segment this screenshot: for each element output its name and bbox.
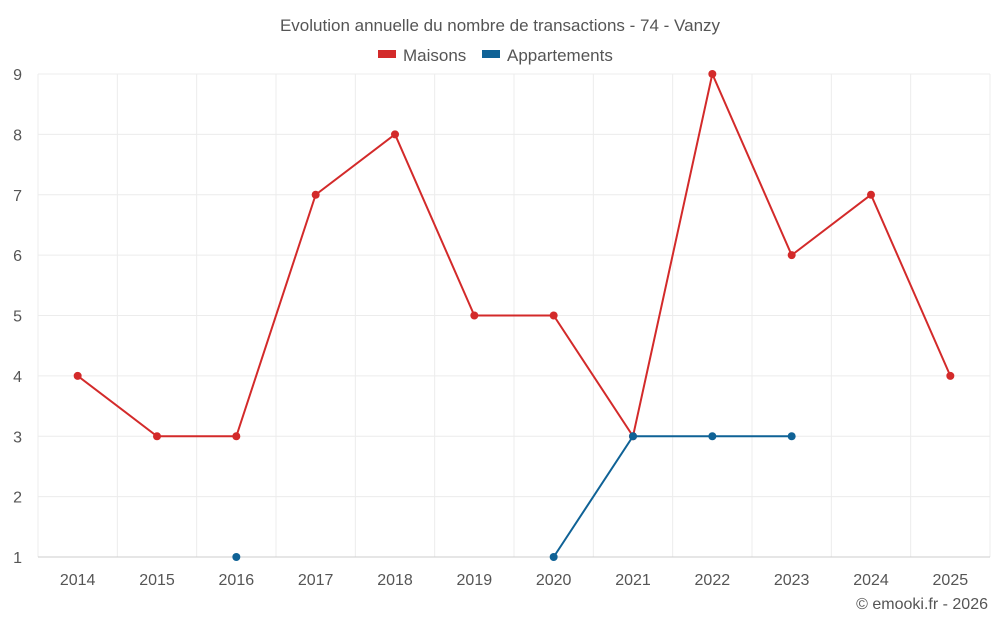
series-line [552,435,792,558]
x-tick-label: 2021 [615,572,651,589]
data-point[interactable] [708,70,717,78]
data-point[interactable] [391,130,399,139]
data-point[interactable] [73,371,82,380]
x-tick-label: 2024 [853,572,889,589]
gridlines [37,73,991,557]
credit-text: © emooki.fr - 2026 [856,596,988,613]
y-tick-label: 9 [13,67,22,84]
data-point[interactable] [946,371,955,380]
data-point[interactable] [629,432,637,441]
y-tick-label: 6 [13,248,22,265]
data-point[interactable] [787,251,796,260]
series-appartements [232,432,796,561]
x-tick-label: 2015 [139,572,175,589]
series [73,70,955,561]
data-point[interactable] [311,190,320,199]
legend-label-appartements[interactable]: Appartements [507,46,613,65]
x-tick-label: 2022 [695,572,731,589]
data-point[interactable] [232,432,241,441]
y-tick-label: 3 [13,429,22,446]
x-tick-label: 2023 [774,572,810,589]
series-maisons [73,70,955,441]
x-tick-label: 2018 [377,572,413,589]
data-point[interactable] [549,553,558,561]
x-tick-label: 2019 [457,572,493,589]
y-tick-label: 2 [13,490,22,507]
data-point[interactable] [549,311,558,320]
data-point[interactable] [787,432,796,441]
x-tick-label: 2017 [298,572,334,589]
data-point[interactable] [153,432,161,441]
chart-title: Evolution annuelle du nombre de transact… [280,16,721,35]
legend-swatch-maisons [378,50,396,58]
legend-label-maisons[interactable]: Maisons [403,46,466,65]
data-point[interactable] [232,553,241,561]
y-tick-label: 8 [13,127,22,144]
x-tick-label: 2014 [60,572,96,589]
x-tick-label: 2025 [933,572,969,589]
x-tick-label: 2020 [536,572,572,589]
axes: 1 2 3 4 5 6 7 8 9 2014 2015 2016 2017 2018 2019 2020 202… [13,67,990,589]
y-tick-label: 7 [13,188,22,205]
data-point[interactable] [470,311,479,320]
series-line [77,70,952,439]
y-tick-label: 4 [13,369,22,386]
y-tick-label: 5 [13,309,22,326]
data-point[interactable] [867,190,875,199]
legend-swatch-appartements [482,50,500,58]
x-tick-label: 2016 [219,572,255,589]
y-tick-label: 1 [13,550,22,567]
legend: Maisons Appartements [378,46,613,65]
data-point[interactable] [708,432,717,441]
